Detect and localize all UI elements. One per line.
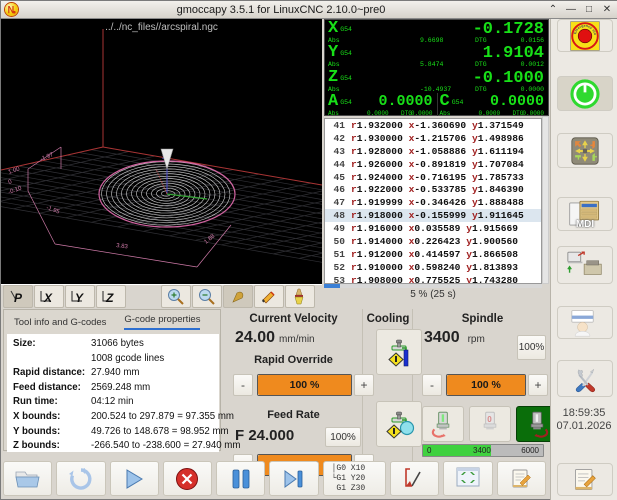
svg-text:0: 0 bbox=[487, 415, 492, 424]
svg-text:Z: Z bbox=[105, 291, 114, 305]
svg-text:3.83: 3.83 bbox=[116, 243, 129, 250]
svg-text:P: P bbox=[14, 291, 23, 305]
svg-text:1.00: 1.00 bbox=[8, 166, 22, 176]
svg-text:X: X bbox=[43, 291, 53, 305]
svg-text:Y: Y bbox=[75, 291, 84, 305]
